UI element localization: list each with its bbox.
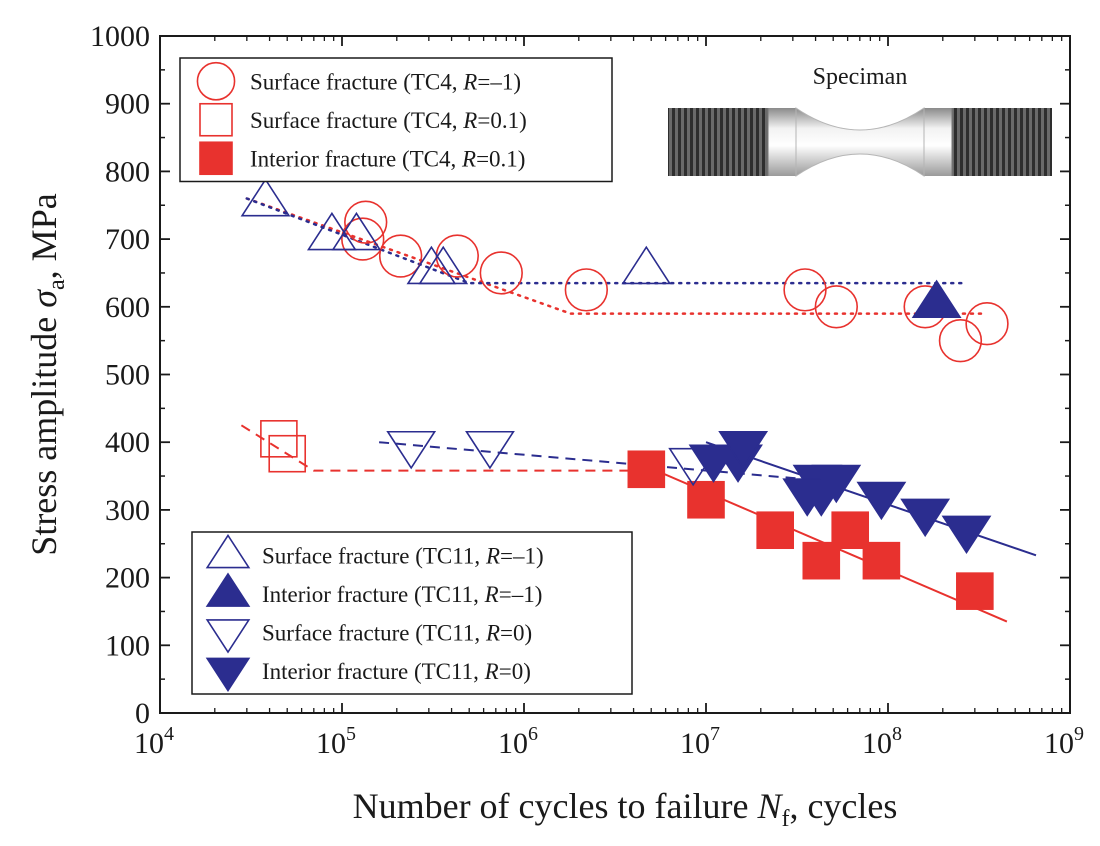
data-point: [911, 279, 962, 319]
data-point: [956, 572, 994, 610]
legend-label: Interior fracture (TC4, R=0.1): [250, 146, 525, 171]
data-point: [341, 217, 385, 261]
data-point: [306, 211, 357, 251]
legend-label: Surface fracture (TC11, R=0): [262, 620, 532, 645]
legend-label: Interior fracture (TC11, R=–1): [262, 582, 542, 607]
y-tick-label: 0: [135, 697, 150, 730]
data-point: [814, 285, 858, 329]
series-tc4-interior-r01: [627, 450, 994, 610]
y-tick-label: 400: [105, 426, 150, 459]
series-tc11-interior-r0: [688, 430, 992, 555]
x-tick-label: 109: [1044, 723, 1084, 760]
data-point: [564, 268, 609, 312]
series-tc11-surface-r-1: [240, 178, 672, 285]
data-point: [941, 515, 992, 555]
legend-label: Surface fracture (TC4, R=–1): [250, 69, 521, 94]
y-tick-label: 200: [105, 562, 150, 595]
axis-ticks: 0 100 200 300 400 500 600 700 800 900 1000 104 105 10…: [90, 20, 1084, 760]
x-tick-label: 104: [134, 723, 174, 760]
y-tick-label: 300: [105, 494, 150, 527]
legend-marker: [205, 533, 251, 569]
data-point: [965, 302, 1009, 346]
y-tick-label: 500: [105, 359, 150, 392]
specimen-shoulder-left: [768, 108, 796, 176]
y-tick-label: 600: [105, 291, 150, 324]
y-tick-label: 1000: [90, 20, 150, 53]
data-point: [621, 245, 672, 285]
y-tick-label: 900: [105, 88, 150, 121]
specimen-thread-right: [952, 108, 1052, 176]
data-point: [938, 318, 983, 363]
legend-marker: [205, 619, 251, 654]
y-tick-label: 700: [105, 223, 150, 256]
data-point: [260, 420, 298, 458]
x-tick-label: 107: [680, 723, 720, 760]
data-point: [756, 511, 794, 550]
data-point: [718, 430, 769, 470]
data-point: [687, 480, 725, 519]
x-tick-label: 106: [498, 723, 538, 760]
x-tick-label: 105: [316, 723, 356, 760]
specimen-drawing: [668, 107, 1052, 177]
data-point: [240, 178, 291, 217]
data-point: [331, 211, 382, 251]
data-point: [900, 498, 951, 538]
legend-marker: [205, 657, 251, 693]
legend-label: Surface fracture (TC11, R=–1): [262, 543, 544, 568]
legend-box: [179, 57, 613, 183]
legend-label: Interior fracture (TC11, R=0): [262, 659, 531, 684]
y-tick-label: 800: [105, 155, 150, 188]
y-axis-title: Stress amplitude σa, MPa: [24, 193, 70, 555]
legend-tc11: Surface fracture (TC11, R=–1) Interior fr…: [191, 531, 633, 695]
legend-box: [191, 531, 633, 695]
series-tc4-surface-r-1: [341, 200, 1009, 363]
specimen-thread-left: [668, 108, 768, 176]
series-tc4-surface-r01: [260, 420, 307, 473]
x-tick-label: 108: [862, 723, 902, 760]
x-axis-title: Number of cycles to failure Nf, cycles: [353, 786, 898, 832]
axis-titles: Number of cycles to failure Nf, cycles St…: [24, 193, 897, 832]
legend-label: Surface fracture (TC4, R=0.1): [250, 108, 527, 133]
data-point: [811, 464, 862, 504]
data-point: [627, 450, 666, 489]
legend-marker: [199, 102, 233, 137]
specimen-shoulder-right: [924, 108, 952, 176]
specimen-inset: Speciman: [668, 64, 1052, 177]
data-markers: [240, 178, 1009, 610]
data-point: [783, 268, 827, 312]
legend-tc4: Surface fracture (TC4, R=–1) Surface frac…: [179, 57, 613, 183]
data-point: [386, 430, 437, 470]
inset-title: Speciman: [813, 64, 908, 90]
series-tc11-interior-r-1: [911, 279, 962, 319]
legend-marker: [199, 141, 233, 176]
fit-line-tc11-r-1-fit: [245, 197, 968, 285]
legend-marker: [205, 572, 251, 607]
data-point: [831, 511, 870, 550]
data-point: [856, 481, 907, 521]
y-tick-label: 100: [105, 629, 150, 662]
data-point: [268, 434, 307, 473]
specimen-gauge: [795, 107, 925, 177]
legends: Surface fracture (TC4, R=–1) Surface frac…: [179, 57, 633, 695]
data-point: [378, 234, 423, 278]
data-point: [862, 541, 901, 580]
legend-marker: [196, 61, 236, 101]
data-point: [465, 430, 515, 470]
fit-line-tc4-r-1-fit: [245, 197, 984, 315]
fit-line-tc4-r01-fit: [240, 424, 643, 472]
data-point: [344, 200, 388, 244]
fit-line-tc11-r0-fit: [379, 441, 848, 484]
data-point: [418, 245, 469, 285]
data-point: [479, 251, 523, 295]
